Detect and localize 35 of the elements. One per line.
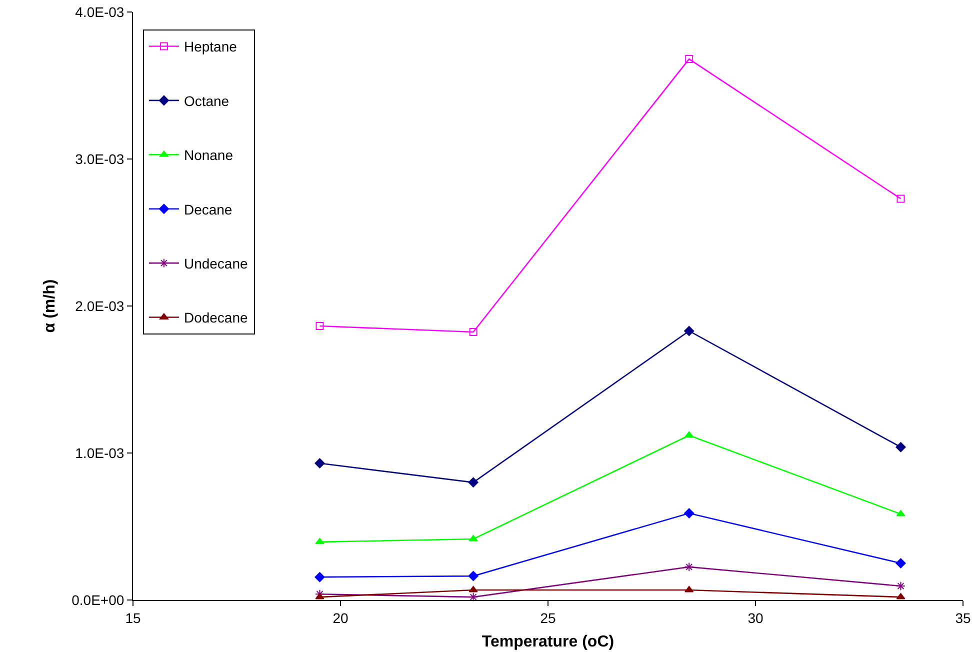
- legend-label: Heptane: [184, 38, 238, 55]
- point: [684, 431, 694, 438]
- point: [469, 328, 478, 336]
- point: [896, 558, 906, 568]
- point: [468, 477, 478, 488]
- point: [314, 458, 325, 468]
- point: [315, 538, 324, 544]
- x-tick-label: 15: [125, 610, 141, 626]
- x-tick-label: 35: [955, 610, 971, 626]
- y-tick-label: 4.0E-03: [75, 4, 124, 20]
- point: [896, 442, 906, 452]
- x-tick-label: 20: [332, 610, 348, 626]
- y-tick-label: 3.0E-03: [75, 150, 124, 167]
- y-tick-label: 2.0E-03: [75, 298, 124, 314]
- x-axis-title: Temperature (oC): [482, 634, 614, 650]
- x-tick-label: 30: [748, 610, 764, 626]
- point: [316, 322, 324, 330]
- point: [685, 55, 694, 64]
- point: [896, 581, 906, 591]
- y-tick-label: 1.0E-03: [75, 444, 124, 461]
- legend-label: Nonane: [184, 147, 234, 164]
- point: [468, 592, 478, 602]
- legend-label: Octane: [184, 92, 230, 109]
- x-tick-label: 25: [540, 610, 556, 626]
- point: [468, 570, 478, 582]
- point: [684, 326, 694, 336]
- legend-label: Decane: [184, 201, 232, 218]
- point: [684, 562, 694, 572]
- point: [896, 194, 905, 203]
- y-tick-label: 0.0E+00: [72, 592, 124, 608]
- legend-label: Undecane: [184, 256, 248, 272]
- point: [684, 508, 694, 518]
- y-axis-title: α (m/h): [42, 279, 59, 333]
- point: [314, 572, 325, 582]
- legend-label: Dodecane: [184, 310, 248, 326]
